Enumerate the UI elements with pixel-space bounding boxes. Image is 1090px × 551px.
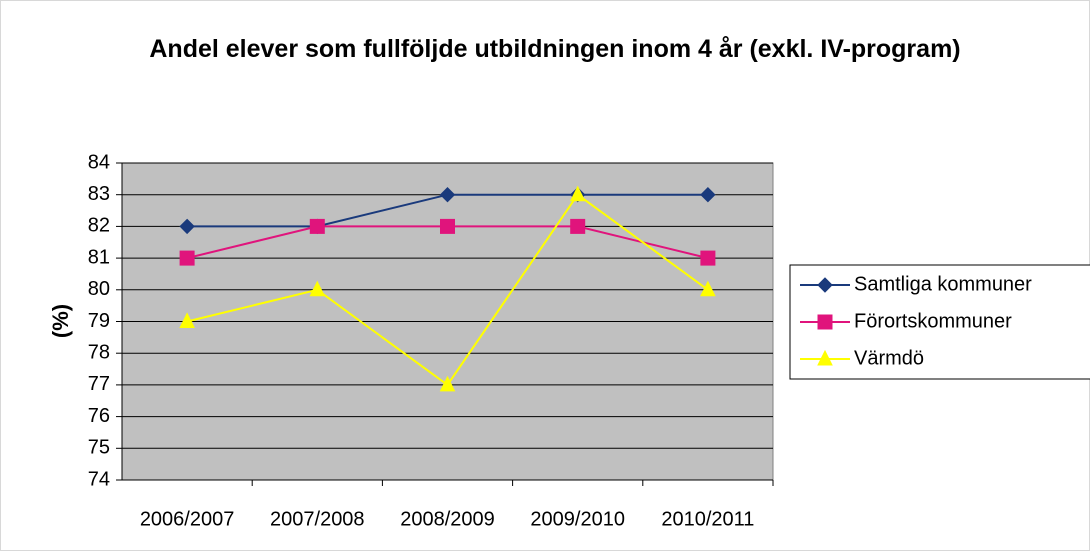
marker bbox=[569, 185, 586, 202]
y-axis-label: (%) bbox=[48, 304, 73, 338]
marker bbox=[700, 250, 716, 266]
x-tick-label: 2006/2007 bbox=[140, 508, 235, 530]
y-tick-label: 74 bbox=[88, 468, 110, 490]
y-tick-label: 77 bbox=[88, 373, 110, 395]
y-tick-label: 82 bbox=[88, 215, 110, 237]
y-tick-label: 81 bbox=[88, 246, 110, 268]
marker bbox=[817, 349, 833, 366]
y-tick-label: 78 bbox=[88, 341, 110, 363]
marker bbox=[700, 186, 716, 203]
chart-title: Andel elever som fullföljde utbildningen… bbox=[149, 35, 961, 63]
y-tick-label: 83 bbox=[88, 183, 110, 205]
x-tick-label: 2007/2008 bbox=[270, 508, 365, 530]
y-tick-label: 79 bbox=[88, 310, 110, 332]
legend-label: Förortskommuner bbox=[854, 310, 1012, 332]
y-tick-label: 75 bbox=[88, 437, 110, 459]
marker bbox=[439, 375, 456, 392]
x-tick-label: 2010/2011 bbox=[661, 508, 754, 530]
marker bbox=[309, 280, 326, 297]
x-tick-label: 2008/2009 bbox=[400, 508, 495, 530]
marker bbox=[179, 312, 195, 328]
marker bbox=[817, 277, 833, 293]
y-tick-label: 84 bbox=[88, 151, 110, 173]
marker bbox=[817, 314, 833, 330]
y-tick-label: 80 bbox=[88, 278, 110, 300]
marker bbox=[179, 218, 195, 235]
marker bbox=[309, 218, 325, 234]
marker bbox=[700, 280, 716, 297]
legend-label: Samtliga kommuner bbox=[854, 273, 1032, 295]
marker bbox=[570, 218, 586, 234]
x-tick-label: 2009/2010 bbox=[530, 508, 625, 530]
y-tick-label: 76 bbox=[88, 405, 110, 427]
marker bbox=[440, 218, 455, 234]
legend-label: Värmdö bbox=[854, 347, 924, 369]
marker bbox=[439, 186, 456, 203]
marker bbox=[179, 250, 195, 266]
